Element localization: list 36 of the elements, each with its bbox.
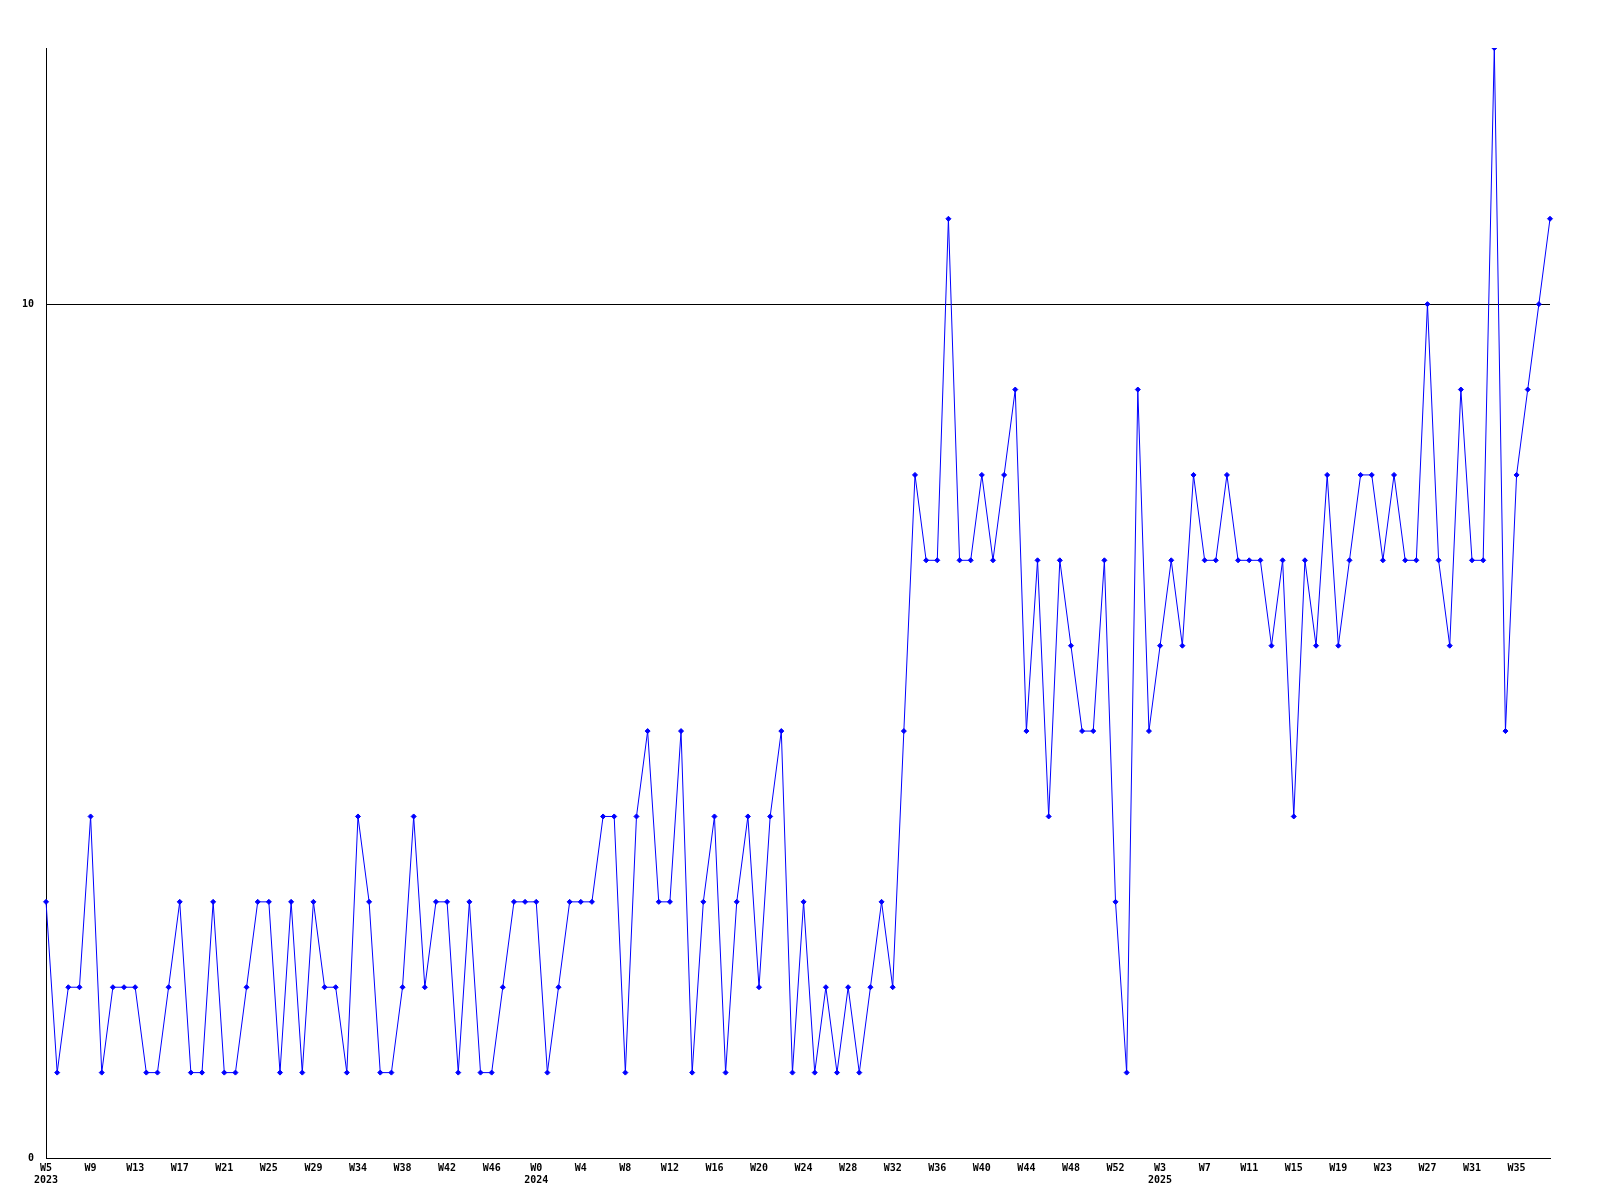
- x-tick-label: W27: [1418, 1161, 1437, 1173]
- x-tick-label: W0 2024: [524, 1161, 549, 1185]
- x-tick-label: W25: [259, 1161, 278, 1173]
- y-tick-label: 0: [28, 1151, 35, 1163]
- x-tick-label: W38: [393, 1161, 412, 1173]
- x-tick-label: W34: [348, 1161, 367, 1173]
- x-tick-label: W9: [84, 1161, 97, 1173]
- x-tick-label: W12: [660, 1161, 679, 1173]
- x-tick-label: W36: [928, 1161, 947, 1173]
- x-tick-label: W4: [574, 1161, 587, 1173]
- x-tick-label: W5 2023: [33, 1161, 59, 1185]
- x-tick-label: W3 2025: [1148, 1161, 1173, 1185]
- x-tick-label: W21: [215, 1161, 234, 1173]
- x-tick-label: W23: [1373, 1161, 1392, 1173]
- x-tick-label: W8: [619, 1161, 632, 1173]
- x-tick-label: W31: [1462, 1161, 1482, 1173]
- x-tick-label: W24: [794, 1161, 813, 1173]
- x-tick-label: W28: [839, 1161, 858, 1173]
- x-tick-label: W32: [883, 1161, 902, 1173]
- x-tick-label: W17: [170, 1161, 189, 1173]
- x-tick-label: W29: [304, 1161, 323, 1173]
- x-tick-label: W40: [972, 1161, 991, 1173]
- x-tick-label: W42: [438, 1161, 457, 1173]
- x-tick-label: W48: [1061, 1161, 1080, 1173]
- x-tick-label: W13: [126, 1161, 145, 1173]
- x-tick-label: W35: [1507, 1161, 1526, 1173]
- x-tick-label: W7: [1198, 1161, 1211, 1173]
- y-tick-label: 10: [21, 297, 35, 309]
- x-tick-label: W20: [750, 1161, 769, 1173]
- x-tick-label: W11: [1240, 1161, 1259, 1173]
- x-tick-label: W46: [482, 1161, 501, 1173]
- x-tick-label: W15: [1284, 1161, 1303, 1173]
- x-tick-label: W44: [1017, 1161, 1036, 1173]
- x-tick-label: W52: [1106, 1161, 1125, 1173]
- x-tick-label: W19: [1329, 1161, 1348, 1173]
- x-tick-label: W16: [705, 1161, 724, 1173]
